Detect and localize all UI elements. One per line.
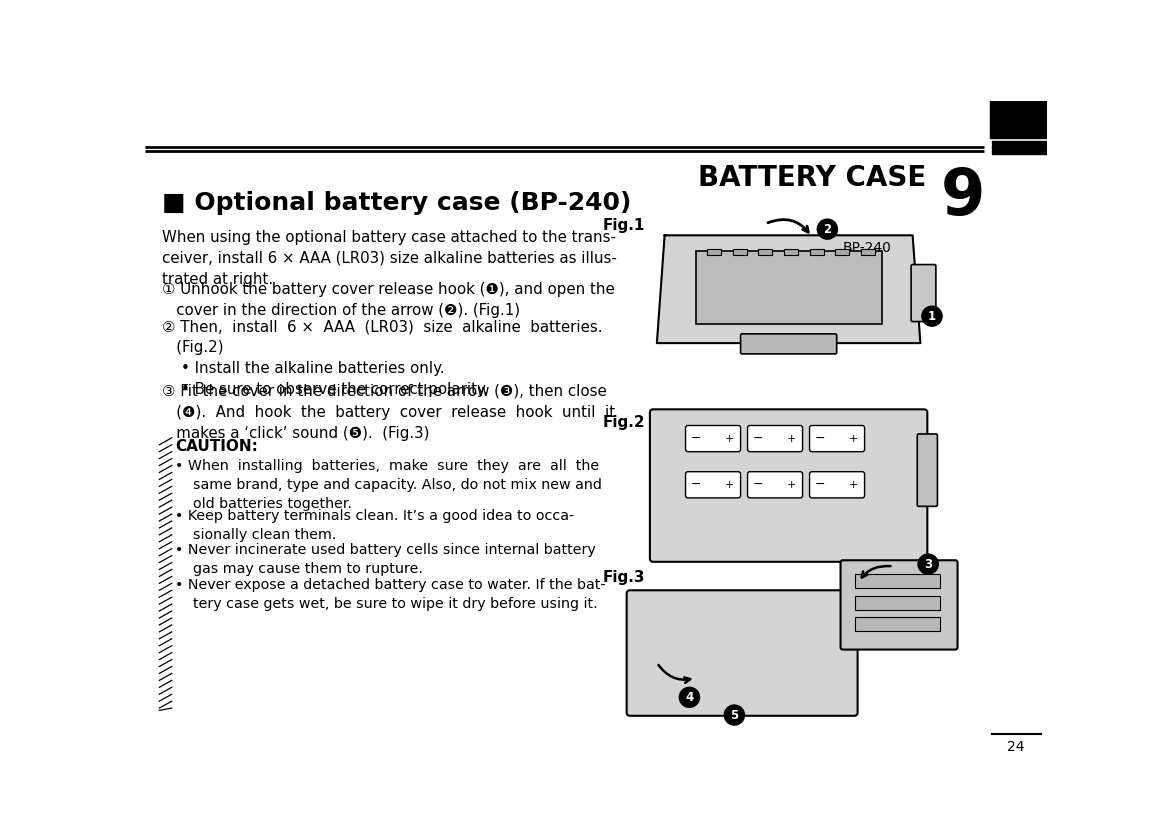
Text: • When  installing  batteries,  make  sure  they  are  all  the
    same brand, : • When installing batteries, make sure t…: [174, 459, 601, 511]
FancyBboxPatch shape: [627, 590, 857, 716]
Circle shape: [922, 306, 942, 326]
FancyBboxPatch shape: [841, 561, 957, 649]
FancyBboxPatch shape: [918, 434, 937, 506]
Text: Fig.1: Fig.1: [602, 218, 645, 233]
Bar: [733, 249, 747, 256]
Bar: [855, 618, 940, 631]
Text: ③ Fit the cover in the direction of the arrow (❸), then close
   (❹).  And  hook: ③ Fit the cover in the direction of the …: [163, 384, 615, 441]
Bar: [758, 249, 772, 256]
Text: 3: 3: [925, 557, 933, 571]
FancyBboxPatch shape: [695, 251, 882, 323]
FancyBboxPatch shape: [809, 426, 864, 452]
FancyBboxPatch shape: [685, 426, 741, 452]
Text: 2: 2: [823, 223, 832, 235]
Bar: [707, 249, 721, 256]
Text: 1: 1: [928, 310, 936, 323]
Bar: [861, 249, 875, 256]
Text: 5: 5: [730, 708, 739, 722]
Text: +: +: [725, 480, 734, 489]
Text: When using the optional battery case attached to the trans-
ceiver, install 6 × : When using the optional battery case att…: [163, 230, 618, 287]
Text: 9: 9: [941, 166, 985, 228]
FancyBboxPatch shape: [748, 426, 802, 452]
Text: • Never expose a detached battery case to water. If the bat-
    tery case gets : • Never expose a detached battery case t…: [174, 578, 606, 611]
Text: −: −: [691, 432, 701, 445]
Bar: [835, 249, 849, 256]
Text: −: −: [691, 478, 701, 491]
Text: +: +: [787, 480, 797, 489]
Text: −: −: [814, 432, 825, 445]
Bar: [809, 249, 823, 256]
Text: 4: 4: [685, 691, 693, 704]
Polygon shape: [657, 235, 920, 343]
FancyBboxPatch shape: [650, 409, 927, 561]
Bar: [992, 121, 1047, 134]
Text: ① Unhook the battery cover release hook (❶), and open the
   cover in the direct: ① Unhook the battery cover release hook …: [163, 282, 615, 318]
Text: +: +: [725, 433, 734, 443]
Bar: [784, 249, 798, 256]
Text: CAUTION:: CAUTION:: [174, 439, 258, 454]
Text: • Never incinerate used battery cells since internal battery
    gas may cause t: • Never incinerate used battery cells si…: [174, 543, 595, 577]
Bar: [855, 574, 940, 588]
FancyBboxPatch shape: [748, 472, 802, 498]
Bar: [992, 141, 1047, 153]
Text: ② Then,  install  6 ×  AAA  (LR03)  size  alkaline  batteries.
   (Fig.2)
    • : ② Then, install 6 × AAA (LR03) size alka…: [163, 319, 602, 397]
Circle shape: [725, 705, 744, 725]
Text: Fig.2: Fig.2: [602, 415, 645, 430]
Text: 24: 24: [1007, 740, 1025, 753]
Circle shape: [679, 687, 699, 707]
FancyBboxPatch shape: [809, 472, 864, 498]
Text: −: −: [752, 478, 763, 491]
FancyBboxPatch shape: [741, 334, 836, 354]
Text: BATTERY CASE: BATTERY CASE: [698, 163, 926, 192]
Text: +: +: [787, 433, 797, 443]
Text: BP-240: BP-240: [843, 241, 892, 255]
Circle shape: [918, 554, 939, 574]
Text: −: −: [752, 432, 763, 445]
FancyBboxPatch shape: [911, 265, 936, 322]
FancyBboxPatch shape: [685, 472, 741, 498]
Bar: [990, 101, 1047, 137]
Bar: [855, 596, 940, 609]
Circle shape: [818, 220, 837, 239]
Text: −: −: [814, 478, 825, 491]
Text: +: +: [849, 480, 858, 489]
Text: • Keep battery terminals clean. It’s a good idea to occa-
    sionally clean the: • Keep battery terminals clean. It’s a g…: [174, 509, 575, 541]
Text: ■ Optional battery case (BP-240): ■ Optional battery case (BP-240): [163, 191, 632, 215]
Text: Fig.3: Fig.3: [602, 571, 645, 585]
Text: +: +: [849, 433, 858, 443]
